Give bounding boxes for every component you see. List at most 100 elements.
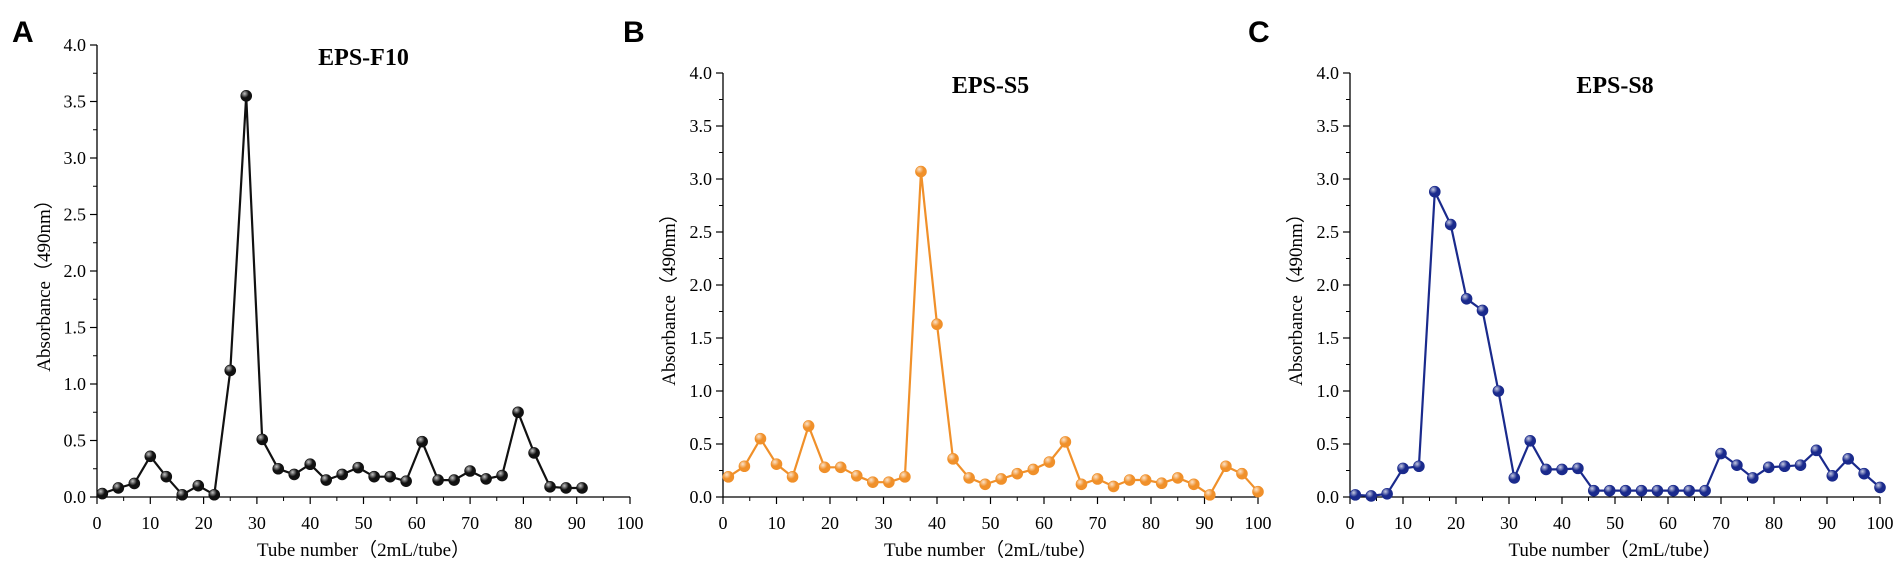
data-point	[160, 470, 173, 483]
data-point	[995, 473, 1008, 485]
x-axis-label: Tube number（2mL/tube）	[257, 539, 470, 561]
data-point	[128, 477, 141, 490]
data-point	[1011, 467, 1024, 480]
data-point	[1826, 469, 1839, 482]
x-tick-label: 40	[1553, 513, 1571, 533]
x-tick-label: 90	[1818, 513, 1836, 533]
data-point	[192, 479, 205, 492]
x-tick-label: 60	[1035, 513, 1053, 533]
data-point	[786, 471, 799, 483]
y-tick-label: 1.5	[64, 318, 87, 338]
data-point	[400, 475, 412, 487]
data-point	[448, 474, 460, 486]
data-point	[256, 433, 269, 446]
data-point	[1619, 484, 1632, 497]
data-point	[576, 482, 588, 494]
x-tick-label: 100	[1245, 513, 1272, 533]
data-point	[544, 481, 556, 493]
data-point	[1842, 453, 1854, 465]
data-point	[1731, 459, 1743, 472]
chart-panel-b: B 0 10 20 30 40 50 60 70 80 90 100 0.0 0.5 1.0 1.5 2.0 2.…	[623, 16, 1272, 561]
data-point	[1059, 436, 1072, 448]
data-point	[1188, 478, 1200, 491]
x-tick-label: 70	[461, 513, 479, 533]
x-tick-label: 70	[1712, 513, 1730, 533]
data-point	[1667, 484, 1680, 497]
data-point	[560, 482, 572, 494]
data-point	[224, 364, 237, 377]
data-point	[1588, 484, 1600, 497]
data-point	[1107, 480, 1120, 493]
data-point	[288, 468, 301, 481]
data-point	[963, 472, 975, 484]
data-point	[1123, 474, 1136, 486]
y-tick-label: 4.0	[64, 35, 87, 55]
data-point	[1139, 474, 1152, 486]
y-tick-label: 2.5	[1317, 222, 1340, 242]
data-point	[1444, 218, 1457, 231]
data-point	[802, 420, 815, 432]
chart-title: EPS-F10	[318, 45, 409, 71]
y-axis-label: Absorbance（490nm）	[1285, 204, 1307, 386]
data-point	[464, 465, 476, 477]
y-tick-label: 0.5	[64, 431, 87, 451]
x-tick-label: 30	[1500, 513, 1518, 533]
y-tick-label: 3.0	[690, 169, 713, 189]
data-point	[208, 488, 221, 501]
data-point	[1556, 463, 1568, 476]
data-point	[480, 473, 492, 485]
data-point	[883, 476, 895, 488]
y-tick-label: 0.0	[64, 487, 87, 507]
data-point	[1349, 489, 1362, 501]
data-point	[979, 478, 991, 491]
data-point	[176, 488, 189, 501]
data-point	[1874, 481, 1886, 494]
data-point	[1858, 467, 1870, 480]
y-tick-label: 2.0	[1317, 275, 1340, 295]
data-point	[834, 461, 847, 474]
x-tick-label: 30	[248, 513, 266, 533]
data-point	[1699, 484, 1711, 497]
x-tick-label: 50	[355, 513, 373, 533]
data-point	[1204, 489, 1216, 501]
y-tick-label: 2.0	[690, 275, 713, 295]
x-tick-label: 20	[821, 513, 839, 533]
panel-letter: C	[1248, 16, 1270, 49]
x-tick-label: 70	[1089, 513, 1107, 533]
y-tick-label: 1.0	[64, 374, 87, 394]
data-point	[416, 435, 428, 448]
data-point	[1043, 456, 1056, 468]
chart-title: EPS-S5	[952, 73, 1029, 99]
y-axis-label: Absorbance（490nm）	[658, 204, 680, 386]
x-tick-label: 0	[719, 513, 728, 533]
data-point	[368, 470, 380, 483]
data-point	[240, 90, 253, 102]
data-point	[1747, 472, 1759, 484]
x-tick-label: 100	[617, 513, 644, 533]
data-point	[1492, 385, 1505, 397]
y-tick-label: 2.0	[64, 261, 87, 281]
series-line	[101, 94, 582, 496]
x-axis-label: Tube number（2mL/tube）	[884, 539, 1097, 561]
x-tick-label: 40	[301, 513, 319, 533]
data-point	[1220, 460, 1232, 473]
data-point	[1603, 484, 1616, 497]
y-tick-label: 1.5	[1317, 328, 1340, 348]
data-point	[754, 432, 767, 445]
data-point	[112, 482, 125, 494]
data-point	[1381, 488, 1393, 500]
x-tick-label: 80	[514, 513, 532, 533]
y-tick-label: 1.0	[690, 381, 713, 401]
data-point	[528, 447, 540, 459]
data-point	[1715, 447, 1727, 460]
x-tick-label: 0	[93, 513, 102, 533]
data-point	[1252, 485, 1264, 498]
data-point	[1429, 185, 1441, 198]
series-line	[727, 170, 1259, 496]
chart-panel-c: C 0 10 20 30 40 50 60 70 80 90 100 0.0 0.5 1.0 1.5 2.0 2.…	[1248, 16, 1894, 561]
x-tick-label: 80	[1142, 513, 1160, 533]
data-point	[1413, 460, 1425, 473]
x-tick-label: 50	[982, 513, 1000, 533]
data-point	[320, 474, 332, 486]
